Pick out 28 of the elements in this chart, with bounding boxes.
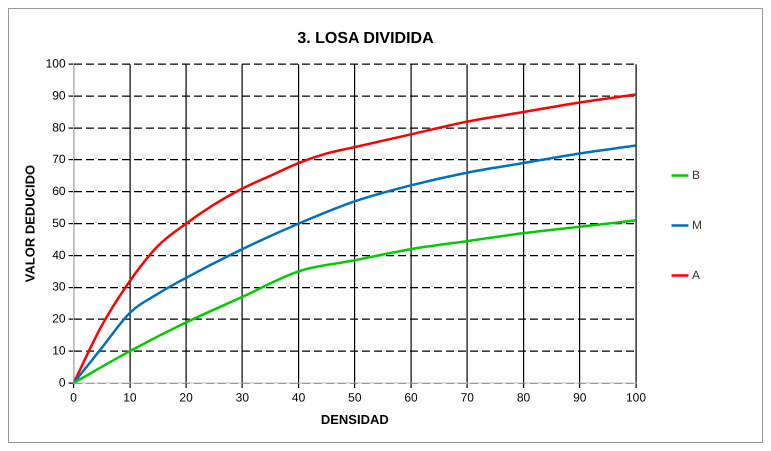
x-tick-label: 40 <box>292 390 306 405</box>
x-tick-label: 80 <box>516 390 531 405</box>
x-tick-label: 60 <box>404 390 418 405</box>
y-tick-label: 10 <box>52 343 66 358</box>
legend-label: M <box>692 218 702 232</box>
x-tick-label: 10 <box>123 390 137 405</box>
y-tick-label: 40 <box>52 248 66 262</box>
y-tick-label: 100 <box>46 56 66 71</box>
x-tick-label: 20 <box>179 390 194 405</box>
x-axis-title: DENSIDAD <box>320 412 389 427</box>
y-tick-label: 90 <box>52 88 66 102</box>
x-tick-label: 70 <box>460 390 474 405</box>
chart-title: 3. LOSA DIVIDIDA <box>297 30 434 48</box>
y-tick-label: 0 <box>58 375 66 390</box>
y-tick-label: 50 <box>52 216 66 230</box>
x-tick-label: 100 <box>626 390 646 405</box>
legend-label: B <box>692 168 700 182</box>
x-tick-label: 50 <box>348 390 362 405</box>
legend-label: A <box>692 268 700 282</box>
x-tick-label: 0 <box>70 390 78 405</box>
y-tick-label: 70 <box>52 152 66 166</box>
y-tick-label: 60 <box>52 184 66 198</box>
y-tick-label: 30 <box>52 280 66 294</box>
x-tick-label: 30 <box>236 390 250 405</box>
y-axis-title: VALOR DEDUCIDO <box>22 164 38 282</box>
y-tick-label: 80 <box>52 120 66 134</box>
x-tick-label: 90 <box>573 390 587 405</box>
y-tick-label: 20 <box>52 312 66 326</box>
